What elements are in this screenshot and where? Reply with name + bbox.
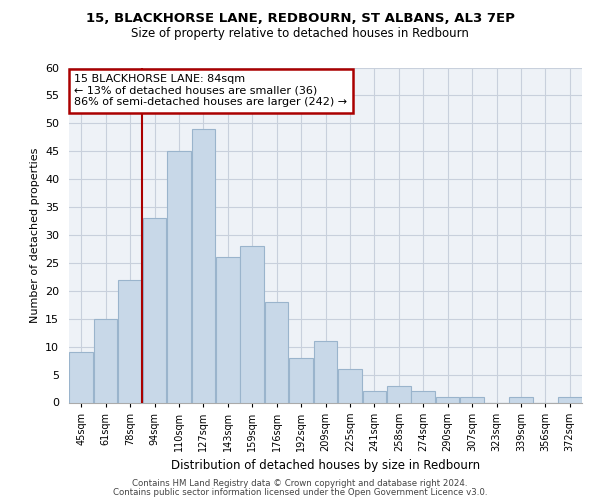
Bar — [338, 369, 362, 402]
Bar — [191, 129, 215, 402]
Bar — [289, 358, 313, 403]
Bar — [362, 392, 386, 402]
Bar — [412, 392, 435, 402]
Bar — [314, 341, 337, 402]
Y-axis label: Number of detached properties: Number of detached properties — [29, 148, 40, 322]
X-axis label: Distribution of detached houses by size in Redbourn: Distribution of detached houses by size … — [171, 460, 480, 472]
Text: 15, BLACKHORSE LANE, REDBOURN, ST ALBANS, AL3 7EP: 15, BLACKHORSE LANE, REDBOURN, ST ALBANS… — [86, 12, 514, 26]
Bar — [387, 386, 410, 402]
Bar — [509, 397, 533, 402]
Text: Size of property relative to detached houses in Redbourn: Size of property relative to detached ho… — [131, 28, 469, 40]
Text: 15 BLACKHORSE LANE: 84sqm
← 13% of detached houses are smaller (36)
86% of semi-: 15 BLACKHORSE LANE: 84sqm ← 13% of detac… — [74, 74, 347, 108]
Bar — [241, 246, 264, 402]
Bar — [118, 280, 142, 402]
Bar — [143, 218, 166, 402]
Bar — [216, 258, 239, 402]
Text: Contains public sector information licensed under the Open Government Licence v3: Contains public sector information licen… — [113, 488, 487, 497]
Bar — [70, 352, 93, 403]
Bar — [94, 319, 118, 402]
Bar — [436, 397, 460, 402]
Bar — [265, 302, 289, 402]
Bar — [558, 397, 581, 402]
Bar — [167, 151, 191, 403]
Text: Contains HM Land Registry data © Crown copyright and database right 2024.: Contains HM Land Registry data © Crown c… — [132, 479, 468, 488]
Bar — [460, 397, 484, 402]
